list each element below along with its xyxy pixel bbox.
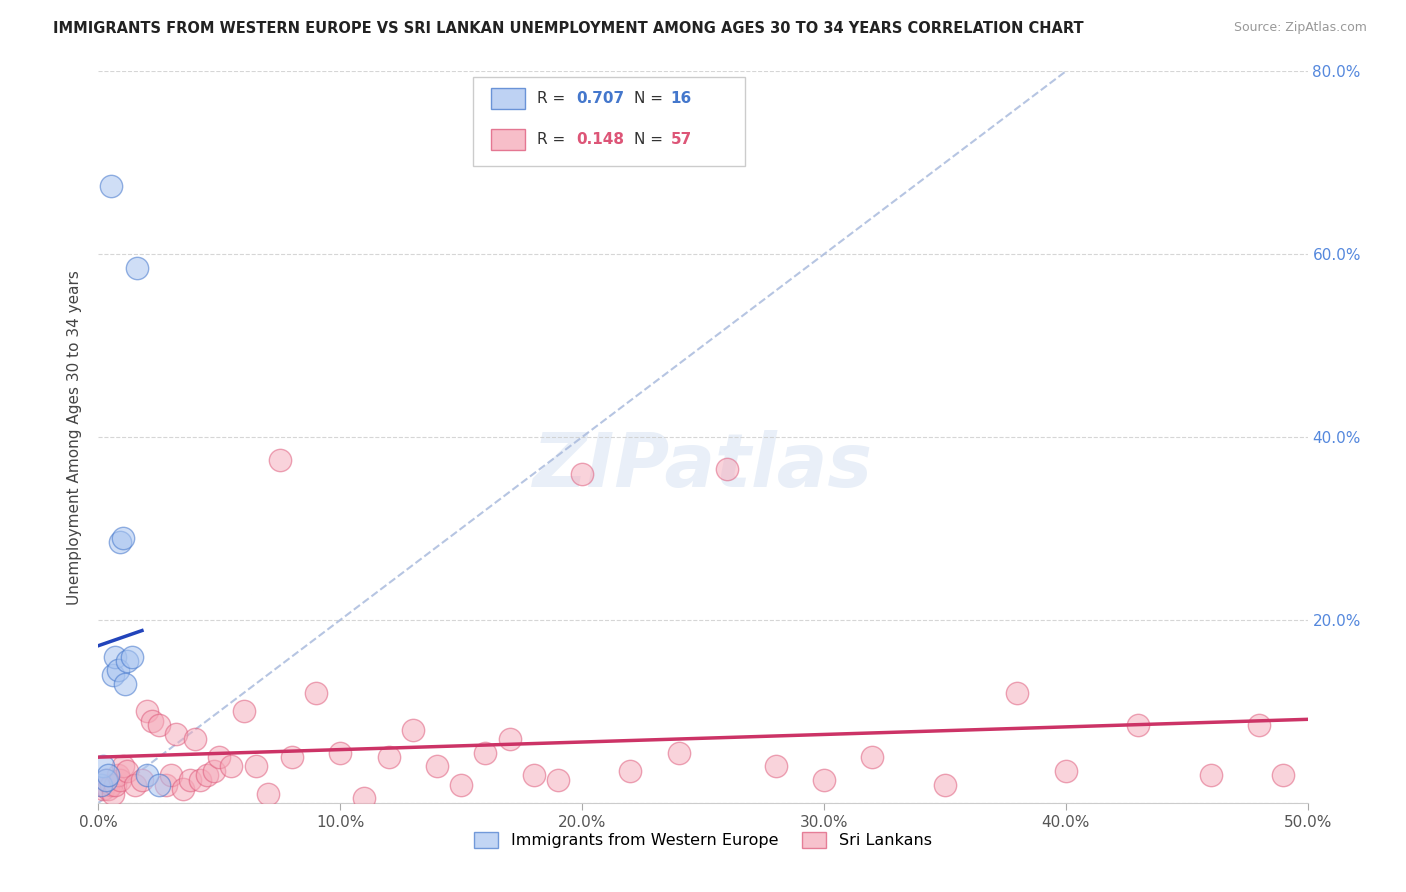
Point xyxy=(111,759,134,773)
Point xyxy=(1054,764,1077,778)
Point xyxy=(114,677,136,691)
Point xyxy=(256,787,278,801)
Point xyxy=(402,723,425,737)
Point xyxy=(353,791,375,805)
Point xyxy=(104,649,127,664)
Point xyxy=(232,705,254,719)
Point xyxy=(221,759,243,773)
Point xyxy=(208,750,231,764)
Point xyxy=(141,714,163,728)
Point xyxy=(90,778,112,792)
Point xyxy=(765,759,787,773)
Point xyxy=(107,768,129,782)
Point xyxy=(101,787,124,801)
Text: 0.148: 0.148 xyxy=(576,132,624,147)
Text: IMMIGRANTS FROM WESTERN EUROPE VS SRI LANKAN UNEMPLOYMENT AMONG AGES 30 TO 34 YE: IMMIGRANTS FROM WESTERN EUROPE VS SRI LA… xyxy=(53,21,1084,37)
Point xyxy=(523,768,546,782)
Point xyxy=(131,772,153,787)
Point xyxy=(813,772,835,787)
Point xyxy=(97,782,120,797)
Point xyxy=(117,654,139,668)
Point xyxy=(547,772,569,787)
Point xyxy=(329,746,352,760)
Text: R =: R = xyxy=(537,91,571,106)
Point xyxy=(204,764,226,778)
Point xyxy=(91,782,114,797)
Point xyxy=(160,768,183,782)
Point xyxy=(91,759,114,773)
Point xyxy=(179,772,201,787)
Point xyxy=(97,768,120,782)
Point xyxy=(172,782,194,797)
Point xyxy=(1249,718,1271,732)
FancyBboxPatch shape xyxy=(474,78,745,167)
Y-axis label: Unemployment Among Ages 30 to 34 years: Unemployment Among Ages 30 to 34 years xyxy=(67,269,83,605)
Point xyxy=(117,764,139,778)
Point xyxy=(100,178,122,193)
Point xyxy=(127,260,149,275)
Point xyxy=(135,768,157,782)
Legend: Immigrants from Western Europe, Sri Lankans: Immigrants from Western Europe, Sri Lank… xyxy=(468,825,938,855)
Text: N =: N = xyxy=(634,91,668,106)
Point xyxy=(188,772,211,787)
Point xyxy=(135,705,157,719)
Point xyxy=(121,649,143,664)
Point xyxy=(94,772,117,787)
Point xyxy=(571,467,593,481)
Text: ZIPatlas: ZIPatlas xyxy=(533,430,873,503)
Point xyxy=(619,764,641,778)
Point xyxy=(305,686,328,700)
FancyBboxPatch shape xyxy=(492,129,526,150)
Point xyxy=(165,727,187,741)
Point xyxy=(426,759,449,773)
Point xyxy=(148,718,170,732)
Point xyxy=(107,663,129,677)
Point xyxy=(184,731,207,746)
Text: 0.707: 0.707 xyxy=(576,91,624,106)
Point xyxy=(1199,768,1222,782)
Point xyxy=(474,746,496,760)
Point xyxy=(377,750,399,764)
Text: R =: R = xyxy=(537,132,571,147)
Point xyxy=(245,759,267,773)
Text: 16: 16 xyxy=(671,91,692,106)
Point xyxy=(860,750,883,764)
FancyBboxPatch shape xyxy=(492,88,526,109)
Text: N =: N = xyxy=(634,132,668,147)
Point xyxy=(269,453,291,467)
Point xyxy=(498,731,520,746)
Point xyxy=(101,667,124,681)
Point xyxy=(668,746,690,760)
Point xyxy=(104,778,127,792)
Point xyxy=(281,750,304,764)
Point xyxy=(111,531,134,545)
Point xyxy=(716,462,738,476)
Point xyxy=(148,778,170,792)
Point xyxy=(124,778,146,792)
Point xyxy=(1128,718,1150,732)
Point xyxy=(108,772,131,787)
Point xyxy=(90,778,112,792)
Text: Source: ZipAtlas.com: Source: ZipAtlas.com xyxy=(1233,21,1367,35)
Point xyxy=(108,535,131,549)
Point xyxy=(934,778,956,792)
Point xyxy=(1007,686,1029,700)
Point xyxy=(1272,768,1295,782)
Point xyxy=(100,778,122,792)
Text: 57: 57 xyxy=(671,132,692,147)
Point xyxy=(155,778,177,792)
Point xyxy=(450,778,472,792)
Point xyxy=(195,768,218,782)
Point xyxy=(94,772,117,787)
